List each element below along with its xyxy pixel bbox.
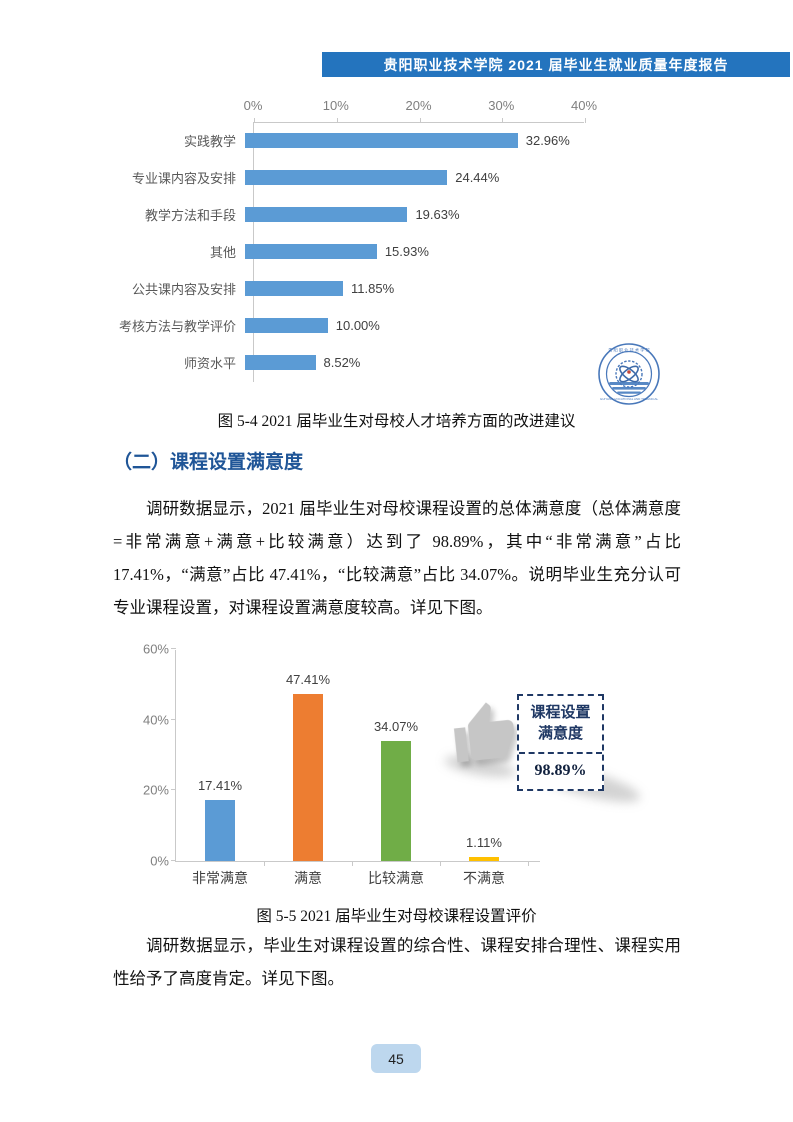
report-header-title: 贵阳职业技术学院 2021 届毕业生就业质量年度报告 (383, 56, 729, 73)
chart1-category-label: 公共课内容及安排 (131, 282, 236, 297)
chart2-bar (205, 799, 235, 861)
svg-text:贵 阳 职 业 技 术 学 院: 贵 阳 职 业 技 术 学 院 (608, 347, 650, 354)
chart1-bar (245, 170, 448, 185)
chart1-axis-tick-label: 10% (322, 98, 349, 113)
chart1-value-label: 11.85% (351, 281, 395, 296)
chart2-category-label: 比较满意 (368, 870, 424, 886)
chart1-category-label: 教学方法和手段 (144, 208, 236, 223)
improvement-suggestions-chart: 0% 10% 20% 30% 40% 实践教学 32.96% 专业课内容及安排 24.44% 教… (113, 96, 618, 396)
chart1-category-label: 考核方法与教学评价 (118, 319, 236, 334)
chart1-bar-area: 11.85% (245, 270, 618, 307)
chart1-category-label: 师资水平 (183, 356, 236, 371)
callout-value: 98.89% (534, 762, 587, 779)
chart2-x-tick (264, 861, 265, 866)
chart2-y-tick (171, 789, 176, 791)
body-paragraph-1: 调研数据显示，2021 届毕业生对母校课程设置的总体满意度（总体满意度=非常满意… (113, 499, 681, 617)
chart2-y-tick (171, 648, 176, 649)
chart1-bar-area: 19.63% (245, 196, 618, 233)
chart1-bar-row: 考核方法与教学评价 10.00% (113, 307, 618, 344)
chart1-bar (245, 133, 518, 148)
course-satisfaction-chart: 0% 20% 40% 60% 17.41% 非常满意 47.41% 满意 34.07% 比较满意 1… (130, 636, 660, 891)
chart1-category-label: 实践教学 (183, 134, 236, 149)
figure-5-4-caption: 图 5-4 2021 届毕业生对母校人才培养方面的改进建议 (217, 413, 576, 430)
chart2-category-label: 不满意 (463, 870, 505, 886)
chart1-bar-row: 公共课内容及安排 11.85% (113, 270, 618, 307)
chart1-bar-row: 其他 15.93% (113, 233, 618, 270)
chart1-axis-tick (254, 118, 255, 123)
chart1-value-label: 8.52% (323, 355, 361, 370)
chart1-value-label: 15.93% (384, 244, 429, 259)
chart1-axis-tick-label: 0% (243, 98, 263, 113)
chart2-value-label: 34.07% (373, 718, 419, 734)
chart1-axis-tick (419, 118, 421, 123)
report-header: 贵阳职业技术学院 2021 届毕业生就业质量年度报告 (322, 52, 790, 77)
school-logo-watermark: 贵 阳 职 业 技 术 学 院 GUIYANG VOCATIONAL AND T… (598, 343, 660, 405)
chart1-axis-tick (502, 118, 504, 123)
chart2-value-label: 47.41% (285, 671, 331, 687)
callout-title-line2: 满意度 (537, 726, 583, 742)
chart1-bar (245, 207, 408, 222)
chart1-bar-area: 32.96% (245, 122, 618, 159)
chart1-bar-area: 24.44% (245, 159, 618, 196)
chart1-axis-tick-label: 30% (488, 98, 515, 113)
chart1-bar-row: 实践教学 32.96% (113, 122, 618, 159)
chart1-category-label: 其他 (209, 245, 236, 260)
chart2-bar (381, 740, 411, 861)
chart1-bar (245, 318, 328, 333)
chart1-bar-row: 师资水平 8.52% (113, 344, 618, 381)
chart1-bar-area: 15.93% (245, 233, 618, 270)
thumbs-up-icon (453, 702, 515, 763)
chart2-category-label: 满意 (294, 870, 322, 886)
chart1-bar-row: 专业课内容及安排 24.44% (113, 159, 618, 196)
chart2-bar (469, 857, 499, 861)
chart1-value-label: 10.00% (335, 318, 380, 333)
chart1-value-label: 19.63% (415, 207, 460, 222)
chart1-bar-area: 8.52% (245, 344, 618, 381)
chart2-y-tick-label: 40% (142, 712, 169, 728)
section-heading: （二）课程设置满意度 (113, 452, 304, 473)
chart1-axis-tick-label: 20% (405, 98, 432, 113)
chart2-x-tick (352, 861, 353, 866)
chart2-y-tick-label: 0% (150, 853, 169, 869)
chart1-axis-tick-label: 40% (570, 98, 598, 113)
figure-5-5-caption: 图 5-5 2021 届毕业生对母校课程设置评价 (256, 908, 537, 925)
chart2-y-tick-label: 60% (142, 641, 169, 657)
chart2-value-label: 17.41% (197, 777, 243, 793)
callout-box: 课程设置 满意度 98.89% (517, 694, 604, 791)
chart2-category-label: 非常满意 (192, 870, 248, 886)
chart1-value-label: 24.44% (455, 170, 500, 185)
chart1-x-axis: 0% 10% 20% 30% 40% (244, 96, 597, 122)
chart1-bar-row: 教学方法和手段 19.63% (113, 196, 618, 233)
chart2-plot-area: 0% 20% 40% 60% 17.41% 非常满意 47.41% 满意 34.07% 比较满意 1… (143, 642, 540, 886)
chart2-value-label: 1.11% (466, 835, 502, 851)
callout-divider (519, 752, 602, 754)
chart1-bar (245, 281, 344, 296)
chart1-bar (245, 244, 377, 259)
body-paragraph-2: 调研数据显示，毕业生对课程设置的综合性、课程安排合理性、课程实用性给予了高度肯定… (113, 936, 681, 988)
chart2-y-tick-label: 20% (142, 782, 169, 798)
chart1-bar (245, 355, 316, 370)
callout-title-line1: 课程设置 (530, 705, 591, 721)
chart2-y-tick (171, 860, 176, 861)
chart1-axis-tick (585, 118, 586, 123)
chart2-x-tick (528, 861, 529, 866)
chart1-value-label: 32.96% (525, 133, 570, 148)
svg-text:GUIYANG VOCATIONAL AND TECHNIC: GUIYANG VOCATIONAL AND TECHNICAL (600, 397, 659, 401)
chart1-category-label: 专业课内容及安排 (131, 171, 236, 186)
callout-title: 课程设置 满意度 (522, 703, 599, 745)
chart2-x-tick (440, 861, 441, 866)
chart1-rows: 实践教学 32.96% 专业课内容及安排 24.44% 教学方法和手段 19.63% 其他 1… (113, 122, 618, 381)
chart1-bar-area: 10.00% (245, 307, 618, 344)
chart1-axis-tick (336, 118, 338, 123)
page-number-badge: 45 (371, 1044, 421, 1073)
chart2-bar (293, 693, 323, 861)
chart2-y-tick (171, 718, 176, 720)
page-number: 45 (388, 1050, 404, 1067)
